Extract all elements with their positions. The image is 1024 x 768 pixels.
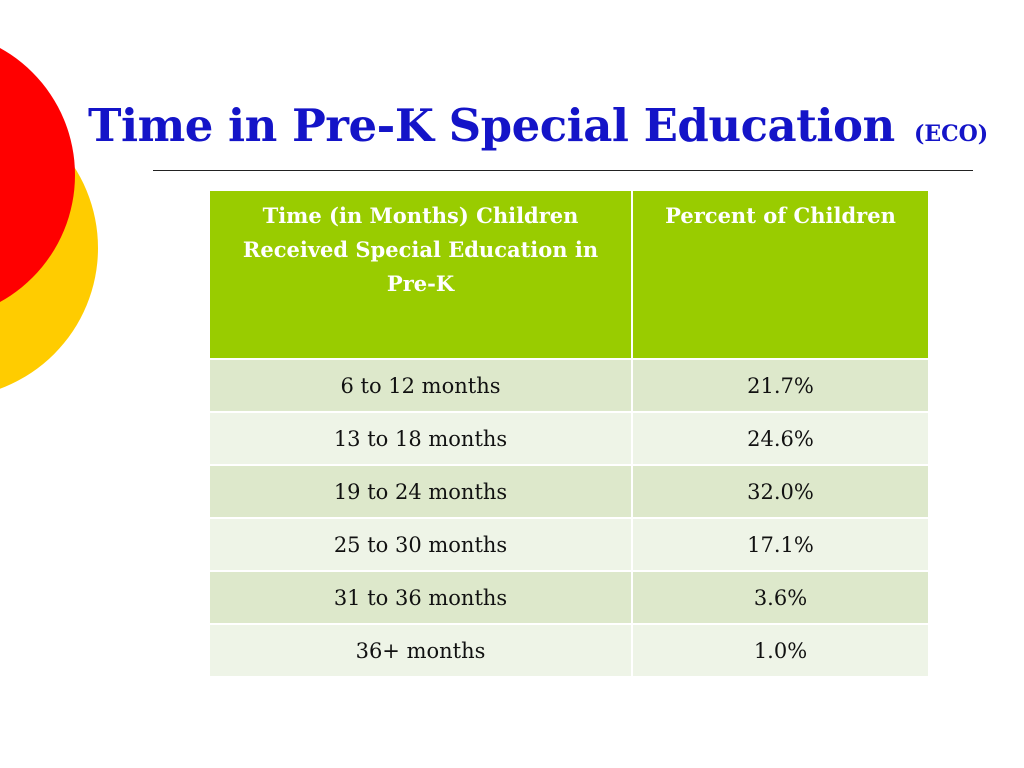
row-percent: 3.6% [632, 570, 928, 624]
slide-title-text: Time in Pre-K Special Education [88, 99, 895, 152]
row-months: 25 to 30 months [210, 517, 633, 571]
table-row: 13 to 18 months 24.6% [210, 411, 928, 465]
red-circle [0, 48, 75, 302]
row-months: 6 to 12 months [210, 358, 633, 412]
table-row: 31 to 36 months 3.6% [210, 570, 928, 624]
row-percent: 21.7% [632, 358, 928, 412]
table-header-row: Time (in Months) Children Received Speci… [210, 191, 928, 359]
header-time-in-months: Time (in Months) Children Received Speci… [210, 191, 633, 359]
row-months: 19 to 24 months [210, 464, 633, 518]
row-percent: 1.0% [632, 623, 928, 676]
slide-title: Time in Pre-K Special Education (ECO) [88, 96, 988, 164]
table-row: 36+ months 1.0% [210, 623, 928, 676]
decorative-circles [0, 48, 98, 389]
row-months: 31 to 36 months [210, 570, 633, 624]
table-row: 6 to 12 months 21.7% [210, 358, 928, 412]
header-percent-of-children: Percent of Children [632, 191, 928, 359]
row-percent: 17.1% [632, 517, 928, 571]
slide-title-suffix: (ECO) [913, 121, 989, 147]
row-months: 13 to 18 months [210, 411, 633, 465]
months-percent-table: Time (in Months) Children Received Speci… [210, 191, 928, 676]
row-percent: 32.0% [632, 464, 928, 518]
table-row: 19 to 24 months 32.0% [210, 464, 928, 518]
row-percent: 24.6% [632, 411, 928, 465]
table-row: 25 to 30 months 17.1% [210, 517, 928, 571]
title-underline [153, 170, 973, 171]
row-months: 36+ months [210, 623, 633, 676]
